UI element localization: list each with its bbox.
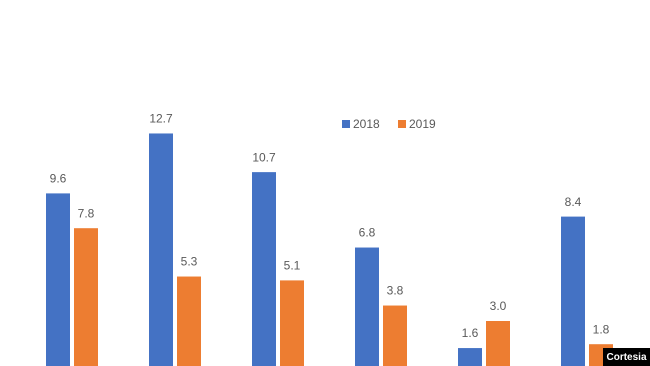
- bar: [177, 276, 201, 366]
- legend-label: 2019: [409, 117, 436, 131]
- data-label: 6.8: [359, 226, 376, 240]
- legend-swatch: [342, 120, 350, 128]
- legend-label: 2018: [353, 117, 380, 131]
- credit: Cortesia: [606, 352, 646, 363]
- data-label: 3.0: [490, 299, 507, 313]
- bar: [355, 247, 379, 366]
- bar: [280, 280, 304, 366]
- legend-swatch: [398, 120, 406, 128]
- bar: [149, 133, 173, 366]
- bar: [46, 193, 70, 366]
- bar: [383, 305, 407, 366]
- bar: [561, 216, 585, 366]
- bar: [74, 228, 98, 366]
- data-label: 8.4: [565, 195, 582, 209]
- data-label: 3.8: [387, 284, 404, 298]
- bar: [486, 321, 510, 366]
- data-label: 10.7: [252, 150, 276, 164]
- data-label: 5.1: [284, 259, 301, 273]
- credit-badge: [603, 348, 650, 366]
- data-label: 12.7: [149, 112, 173, 126]
- data-label: 5.3: [181, 255, 198, 269]
- data-label: 1.8: [593, 322, 610, 336]
- data-label: 9.6: [50, 172, 67, 186]
- data-label: 1.6: [462, 326, 479, 340]
- data-label: 7.8: [78, 206, 95, 220]
- bar: [458, 348, 482, 366]
- bar: [252, 172, 276, 366]
